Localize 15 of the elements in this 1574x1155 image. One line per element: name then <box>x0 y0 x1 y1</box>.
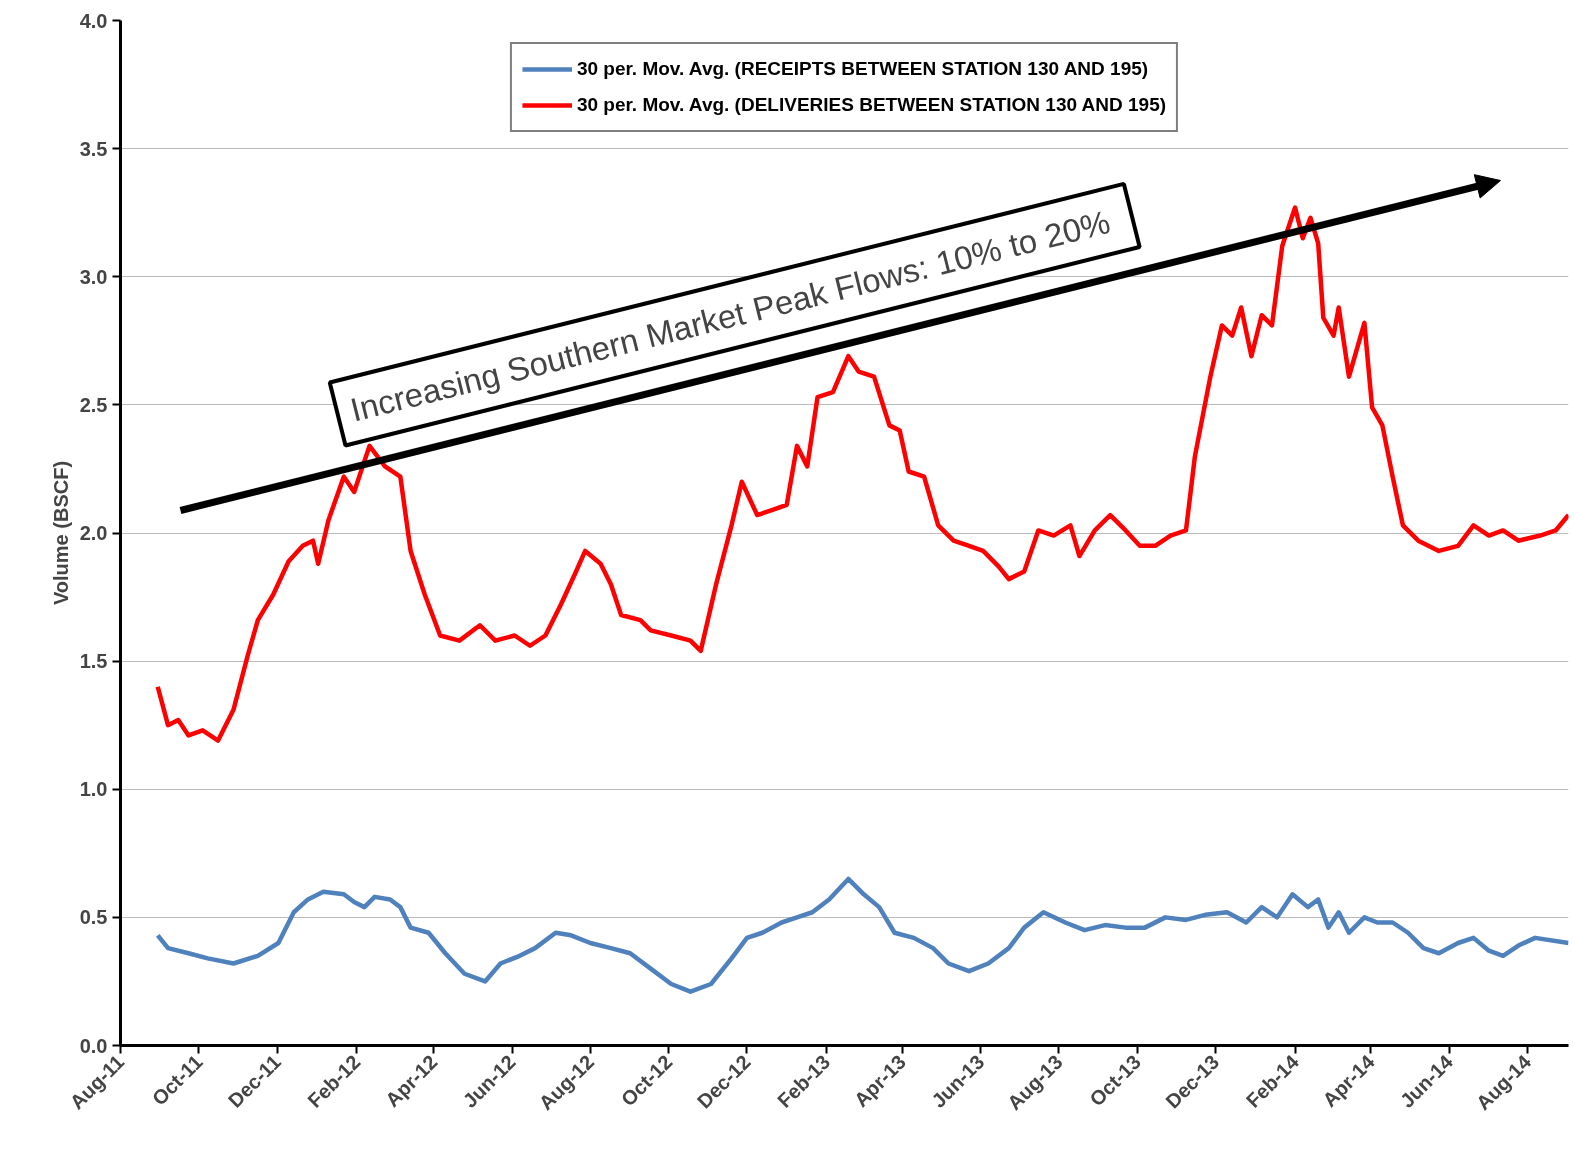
y-axis-title: Volume (BSCF) <box>49 460 72 606</box>
legend-label: 30 per. Mov. Avg. (RECEIPTS BETWEEN STATION 130 AND 195) <box>576 57 1149 81</box>
line-series <box>155 876 1569 994</box>
y-tick-label: 1.0 <box>79 778 108 801</box>
y-tick-label: 1.5 <box>79 650 108 673</box>
legend-label: 30 per. Mov. Avg. (DELIVERIES BETWEEN STATION 130 AND 195) <box>576 93 1167 117</box>
y-tick-label: 0.0 <box>79 1034 108 1057</box>
annotation: Increasing Southern Market Peak Flows: 10% to 20% <box>346 203 1114 429</box>
y-tick-label: 2.5 <box>79 393 108 416</box>
y-tick-label: 3.0 <box>79 265 108 288</box>
y-tick-label: 3.5 <box>79 137 108 160</box>
line-series <box>155 205 1569 743</box>
y-tick-label: 4.0 <box>79 9 108 32</box>
y-tick-label: 2.0 <box>79 522 108 544</box>
y-tick-label: 0.5 <box>79 906 108 929</box>
